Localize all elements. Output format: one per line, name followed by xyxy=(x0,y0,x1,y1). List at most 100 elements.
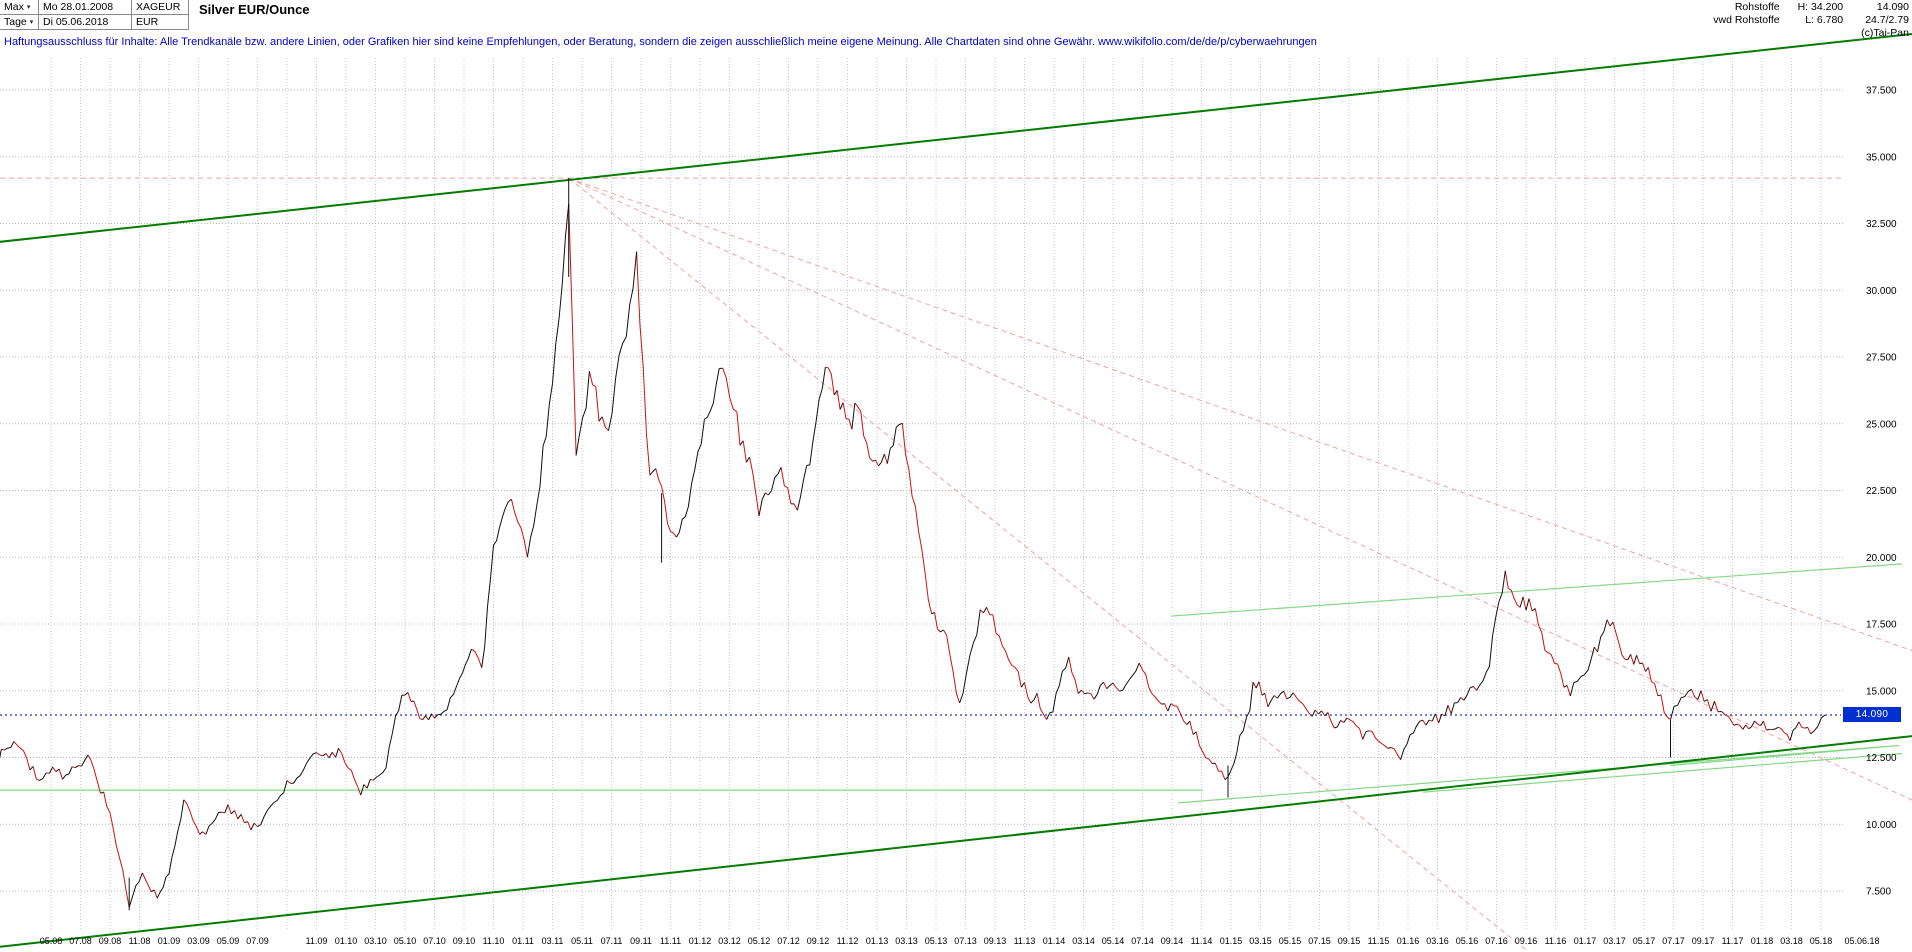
x-axis-label: 07.17 xyxy=(1662,936,1685,946)
high-value: H: 34.200 xyxy=(1797,1,1844,13)
y-axis-label: 25.000 xyxy=(1866,419,1897,430)
support-line xyxy=(1670,746,1885,767)
x-axis-label: 05.09 xyxy=(217,936,240,946)
x-axis-label: 03.09 xyxy=(187,936,210,946)
x-axis-label: 07.15 xyxy=(1308,936,1331,946)
x-axis-label: 07.08 xyxy=(69,936,92,946)
light-green-trendlines xyxy=(0,563,1903,804)
x-axis-label: 07.10 xyxy=(423,936,446,946)
chart-title: Silver EUR/Ounce xyxy=(199,2,310,17)
currency-field[interactable]: EUR xyxy=(132,15,189,30)
y-axis-label: 27.500 xyxy=(1866,353,1897,364)
x-axis-label: 07.09 xyxy=(246,936,269,946)
x-axis-label: 11.14 xyxy=(1191,936,1213,946)
y-axis-label: 35.000 xyxy=(1866,152,1897,163)
range-select[interactable]: Max ▾ xyxy=(0,0,39,15)
x-axis-label: 11.08 xyxy=(129,936,151,946)
end-date-field[interactable]: Di 05.06.2018 xyxy=(39,15,132,30)
data-source-label-2: vwd Rohstoffe xyxy=(1713,14,1780,26)
x-axis-label: 09.16 xyxy=(1515,936,1538,946)
x-axis-label: 09.12 xyxy=(807,936,830,946)
lower-channel-line xyxy=(0,735,1912,948)
start-date-field[interactable]: Mo 28.01.2008 xyxy=(39,0,132,15)
x-axis-label: 05.15 xyxy=(1279,936,1302,946)
period-select[interactable]: Tage ▾ xyxy=(0,15,39,30)
x-axis-label: 07.16 xyxy=(1485,936,1508,946)
x-axis-label: 03.14 xyxy=(1072,936,1095,946)
x-axis-label: 03.13 xyxy=(895,936,918,946)
chevron-down-icon: ▾ xyxy=(29,19,34,26)
x-axis-label: 11.09 xyxy=(306,936,328,946)
x-axis-label: 01.18 xyxy=(1751,936,1774,946)
data-source-label: Rohstoffe xyxy=(1734,1,1780,13)
y-axis-label: 30.000 xyxy=(1866,286,1897,297)
x-axis-label: 05.14 xyxy=(1102,936,1125,946)
red-downtrend-line xyxy=(568,177,1912,652)
x-axis-label: 07.13 xyxy=(954,936,977,946)
x-axis-label: 05.08 xyxy=(40,936,63,946)
last-price-value: 14.090 xyxy=(1876,1,1909,13)
period-select-label: Tage xyxy=(4,16,27,28)
symbol-field[interactable]: XAGEUR xyxy=(132,0,189,15)
chart-header: Max ▾ Mo 28.01.2008 XAGEUR Tage ▾ Di 05.06… xyxy=(0,0,310,30)
x-axis-label: 07.12 xyxy=(777,936,800,946)
x-axis-label: 01.09 xyxy=(158,936,181,946)
price-path-down xyxy=(1,203,1812,908)
y-axis: 37.500 35.000 32.500 30.000 27.500 25.000 22.5… xyxy=(1866,86,1897,898)
x-axis-label: 11.12 xyxy=(837,936,859,946)
x-axis-label: 11.10 xyxy=(483,936,505,946)
x-axis-label: 01.16 xyxy=(1397,936,1420,946)
red-downtrend-line xyxy=(568,177,1912,801)
red-downtrend-line xyxy=(568,177,1530,952)
x-axis-label: 01.11 xyxy=(512,936,534,946)
x-axis-label: 07.11 xyxy=(601,936,623,946)
x-axis-label: 09.08 xyxy=(99,936,122,946)
low-value: L: 6.780 xyxy=(1805,14,1844,26)
chart-settings: Max ▾ Mo 28.01.2008 XAGEUR Tage ▾ Di 05.06… xyxy=(0,0,189,30)
x-axis-label: 11.15 xyxy=(1368,936,1390,946)
y-axis-label: 10.000 xyxy=(1866,820,1897,831)
x-axis-label: 01.17 xyxy=(1574,936,1597,946)
x-axis-label: 03.17 xyxy=(1603,936,1626,946)
support-line xyxy=(1422,752,1903,793)
x-axis-label: 01.10 xyxy=(335,936,358,946)
red-trendlines xyxy=(0,177,1912,952)
price-series xyxy=(0,178,1826,911)
range-select-label: Max xyxy=(4,1,24,13)
copyright-label: (c)Tai-Pan xyxy=(1861,27,1909,39)
x-axis-label: 03.10 xyxy=(364,936,387,946)
x-axis-label: 01.15 xyxy=(1220,936,1243,946)
y-axis-label: 37.500 xyxy=(1866,86,1897,97)
upper-channel-line xyxy=(0,32,1912,243)
x-axis-label: 03.16 xyxy=(1426,936,1449,946)
x-axis-label: 03.11 xyxy=(542,936,564,946)
y-axis-label: 22.500 xyxy=(1866,486,1897,497)
y-axis-label: 15.000 xyxy=(1866,686,1897,697)
x-axis-label: 09.11 xyxy=(630,936,652,946)
x-axis-label: 05.18 xyxy=(1810,936,1833,946)
x-axis-label: 05.11 xyxy=(571,936,593,946)
x-axis-label: 09.13 xyxy=(984,936,1007,946)
chevron-down-icon: ▾ xyxy=(26,4,31,11)
change-value: 24.7/2.79 xyxy=(1865,14,1909,26)
x-axis-label: 03.18 xyxy=(1780,936,1803,946)
x-axis-label: 01.14 xyxy=(1043,936,1066,946)
x-axis-label: 01.12 xyxy=(689,936,712,946)
x-axis-label: 03.12 xyxy=(718,936,741,946)
x-axis-label: 11.11 xyxy=(660,936,681,946)
x-axis-label: 05.12 xyxy=(748,936,771,946)
quote-info-panel: Rohstoffe H: 34.200 14.090 vwd Rohstoffe… xyxy=(1713,1,1909,40)
x-axis-label: 07.14 xyxy=(1131,936,1154,946)
x-axis-label: 05.17 xyxy=(1633,936,1656,946)
x-axis-label: 05.06.18 xyxy=(1844,936,1879,946)
x-axis-label: 05.13 xyxy=(925,936,948,946)
x-axis-label: 09.17 xyxy=(1692,936,1715,946)
support-line xyxy=(1171,563,1903,617)
y-axis-label: 32.500 xyxy=(1866,219,1897,230)
disclaimer-text: Haftungsausschluss für Inhalte: Alle Tre… xyxy=(4,36,1317,48)
x-axis-label: 03.15 xyxy=(1249,936,1272,946)
x-axis-label: 09.14 xyxy=(1161,936,1184,946)
x-axis-label: 11.17 xyxy=(1722,936,1744,946)
x-axis-label: 05.10 xyxy=(394,936,417,946)
